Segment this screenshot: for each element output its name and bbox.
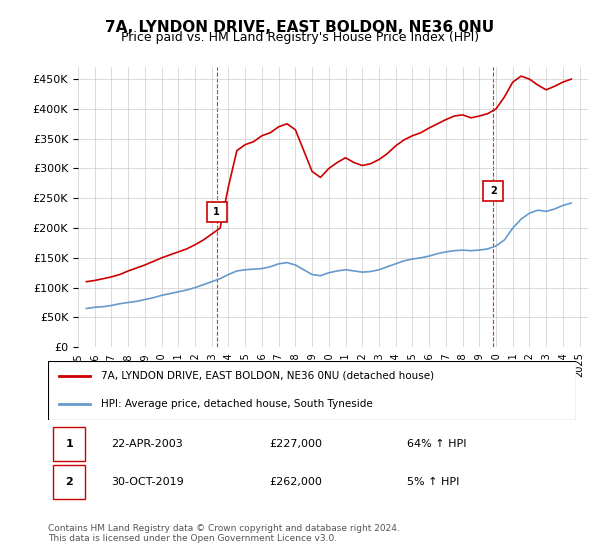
Text: 2: 2 (65, 477, 73, 487)
Text: HPI: Average price, detached house, South Tyneside: HPI: Average price, detached house, Sout… (101, 399, 373, 409)
Text: 7A, LYNDON DRIVE, EAST BOLDON, NE36 0NU: 7A, LYNDON DRIVE, EAST BOLDON, NE36 0NU (106, 20, 494, 35)
Text: 1: 1 (214, 207, 220, 217)
Text: 7A, LYNDON DRIVE, EAST BOLDON, NE36 0NU (detached house): 7A, LYNDON DRIVE, EAST BOLDON, NE36 0NU … (101, 371, 434, 381)
Text: 64% ↑ HPI: 64% ↑ HPI (407, 439, 467, 449)
Text: 1: 1 (65, 439, 73, 449)
Text: Contains HM Land Registry data © Crown copyright and database right 2024.
This d: Contains HM Land Registry data © Crown c… (48, 524, 400, 543)
FancyBboxPatch shape (53, 465, 85, 499)
Text: £262,000: £262,000 (270, 477, 323, 487)
Text: Price paid vs. HM Land Registry's House Price Index (HPI): Price paid vs. HM Land Registry's House … (121, 31, 479, 44)
Text: 30-OCT-2019: 30-OCT-2019 (112, 477, 184, 487)
FancyBboxPatch shape (53, 427, 85, 461)
Text: £227,000: £227,000 (270, 439, 323, 449)
Text: 2: 2 (490, 186, 497, 196)
Text: 22-APR-2003: 22-APR-2003 (112, 439, 183, 449)
Text: 5% ↑ HPI: 5% ↑ HPI (407, 477, 460, 487)
FancyBboxPatch shape (48, 361, 576, 420)
